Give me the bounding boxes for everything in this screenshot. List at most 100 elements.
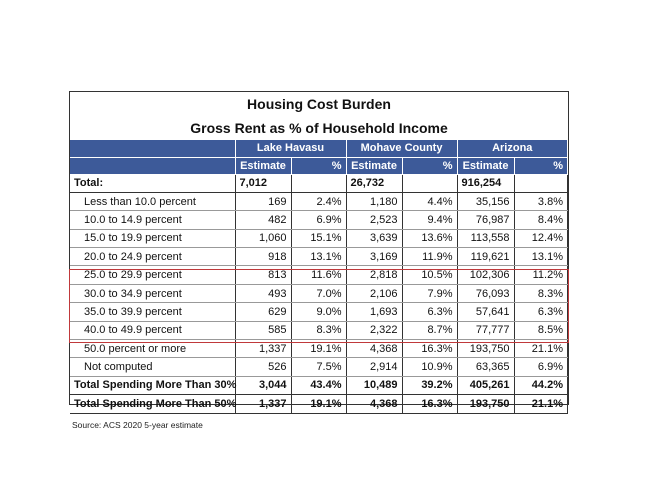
estimate-cell: 193,750 bbox=[457, 339, 515, 359]
percent-cell: 6.9% bbox=[514, 357, 569, 377]
percent-cell: 3.8% bbox=[514, 192, 569, 212]
row-label: 15.0 to 19.9 percent bbox=[70, 229, 236, 249]
estimate-cell: 1,337 bbox=[235, 339, 292, 359]
row-label: 20.0 to 24.9 percent bbox=[70, 247, 236, 267]
estimate-cell: 916,254 bbox=[457, 174, 515, 193]
percent-cell: 39.2% bbox=[402, 376, 458, 396]
percent-cell: 12.4% bbox=[514, 229, 569, 249]
estimate-cell: 405,261 bbox=[457, 376, 515, 396]
percent-cell: 6.3% bbox=[402, 302, 458, 322]
region-header: Mohave County bbox=[346, 140, 458, 158]
housing-cost-table: Housing Cost Burden Gross Rent as % of H… bbox=[69, 91, 569, 430]
percent-cell: 16.3% bbox=[402, 339, 458, 359]
table-row: 20.0 to 24.9 percent 918 13.1% 3,169 11.9% 11… bbox=[70, 247, 569, 267]
table-row: Not computed 526 7.5% 2,914 10.9% 63,365 6.9% bbox=[70, 357, 569, 377]
region-header-row: Lake Havasu Mohave County Arizona bbox=[70, 140, 569, 158]
percent-cell: 9.4% bbox=[402, 210, 458, 230]
percent-cell: 8.3% bbox=[514, 284, 569, 304]
percent-cell: 13.1% bbox=[291, 247, 347, 267]
percent-cell bbox=[402, 174, 458, 193]
estimate-cell: 2,523 bbox=[346, 210, 403, 230]
estimate-cell: 526 bbox=[235, 357, 292, 377]
estimate-cell: 2,914 bbox=[346, 357, 403, 377]
estimate-cell: 10,489 bbox=[346, 376, 403, 396]
table-row: 40.0 to 49.9 percent 585 8.3% 2,322 8.7% 77,7… bbox=[70, 321, 569, 341]
row-label: 30.0 to 34.9 percent bbox=[70, 284, 236, 304]
estimate-cell: 1,060 bbox=[235, 229, 292, 249]
header-blank bbox=[70, 140, 236, 158]
estimate-header: Estimate bbox=[346, 157, 403, 175]
percent-cell: 7.5% bbox=[291, 357, 347, 377]
estimate-cell: 76,093 bbox=[457, 284, 515, 304]
estimate-cell: 1,693 bbox=[346, 302, 403, 322]
percent-cell: 11.6% bbox=[291, 265, 347, 285]
estimate-cell: 482 bbox=[235, 210, 292, 230]
estimate-cell: 3,639 bbox=[346, 229, 403, 249]
percent-cell: 21.1% bbox=[514, 394, 569, 414]
percent-cell: 19.1% bbox=[291, 394, 347, 414]
estimate-cell: 3,169 bbox=[346, 247, 403, 267]
table-row: 15.0 to 19.9 percent 1,060 15.1% 3,639 13.6%… bbox=[70, 229, 569, 249]
source-note: Source: ACS 2020 5-year estimate bbox=[72, 419, 203, 430]
percent-cell: 8.3% bbox=[291, 321, 347, 341]
percent-cell: 7.9% bbox=[402, 284, 458, 304]
percent-cell: 11.9% bbox=[402, 247, 458, 267]
row-label: Less than 10.0 percent bbox=[70, 192, 236, 212]
percent-cell: 15.1% bbox=[291, 229, 347, 249]
estimate-cell: 7,012 bbox=[235, 174, 292, 193]
percent-cell: 10.9% bbox=[402, 357, 458, 377]
data-table: Lake Havasu Mohave County Arizona Estimate%… bbox=[70, 140, 569, 414]
table-row: Total: 7,012 26,732 916,254 bbox=[70, 174, 569, 193]
estimate-cell: 1,337 bbox=[235, 394, 292, 414]
percent-cell: 6.3% bbox=[514, 302, 569, 322]
percent-cell: 4.4% bbox=[402, 192, 458, 212]
percent-cell: 19.1% bbox=[291, 339, 347, 359]
percent-cell bbox=[291, 174, 347, 193]
percent-cell bbox=[514, 174, 569, 193]
estimate-cell: 629 bbox=[235, 302, 292, 322]
percent-cell: 21.1% bbox=[514, 339, 569, 359]
estimate-cell: 26,732 bbox=[346, 174, 403, 193]
estimate-cell: 2,818 bbox=[346, 265, 403, 285]
estimate-cell: 193,750 bbox=[457, 394, 515, 414]
estimate-cell: 918 bbox=[235, 247, 292, 267]
estimate-cell: 57,641 bbox=[457, 302, 515, 322]
table-row: 25.0 to 29.9 percent 813 11.6% 2,818 10.5% 10… bbox=[70, 265, 569, 285]
percent-cell: 2.4% bbox=[291, 192, 347, 212]
row-label: Total Spending More Than 30% bbox=[70, 376, 236, 396]
percent-cell: 8.4% bbox=[514, 210, 569, 230]
estimate-cell: 102,306 bbox=[457, 265, 515, 285]
percent-cell: 10.5% bbox=[402, 265, 458, 285]
percent-cell: 11.2% bbox=[514, 265, 569, 285]
table-row: 30.0 to 34.9 percent 493 7.0% 2,106 7.9% 76,0… bbox=[70, 284, 569, 304]
percent-cell: 44.2% bbox=[514, 376, 569, 396]
region-header: Lake Havasu bbox=[235, 140, 347, 158]
percent-cell: 6.9% bbox=[291, 210, 347, 230]
row-label: 50.0 percent or more bbox=[70, 339, 236, 359]
row-label: 35.0 to 39.9 percent bbox=[70, 302, 236, 322]
percent-header: % bbox=[402, 157, 458, 175]
percent-cell: 13.6% bbox=[402, 229, 458, 249]
estimate-cell: 3,044 bbox=[235, 376, 292, 396]
estimate-cell: 76,987 bbox=[457, 210, 515, 230]
estimate-cell: 169 bbox=[235, 192, 292, 212]
percent-cell: 43.4% bbox=[291, 376, 347, 396]
estimate-cell: 77,777 bbox=[457, 321, 515, 341]
estimate-cell: 113,558 bbox=[457, 229, 515, 249]
estimate-cell: 585 bbox=[235, 321, 292, 341]
percent-cell: 7.0% bbox=[291, 284, 347, 304]
estimate-cell: 2,322 bbox=[346, 321, 403, 341]
row-label: 25.0 to 29.9 percent bbox=[70, 265, 236, 285]
percent-header: % bbox=[291, 157, 347, 175]
percent-cell: 16.3% bbox=[402, 394, 458, 414]
percent-cell: 8.7% bbox=[402, 321, 458, 341]
subheader-row: Estimate% Estimate% Estimate% bbox=[70, 157, 569, 175]
percent-cell: 13.1% bbox=[514, 247, 569, 267]
table-title: Housing Cost Burden bbox=[247, 96, 391, 112]
header-blank bbox=[70, 157, 236, 175]
estimate-header: Estimate bbox=[457, 157, 515, 175]
estimate-cell: 4,368 bbox=[346, 339, 403, 359]
estimate-header: Estimate bbox=[235, 157, 292, 175]
percent-cell: 8.5% bbox=[514, 321, 569, 341]
table-row: 35.0 to 39.9 percent 629 9.0% 1,693 6.3% 57,6… bbox=[70, 302, 569, 322]
